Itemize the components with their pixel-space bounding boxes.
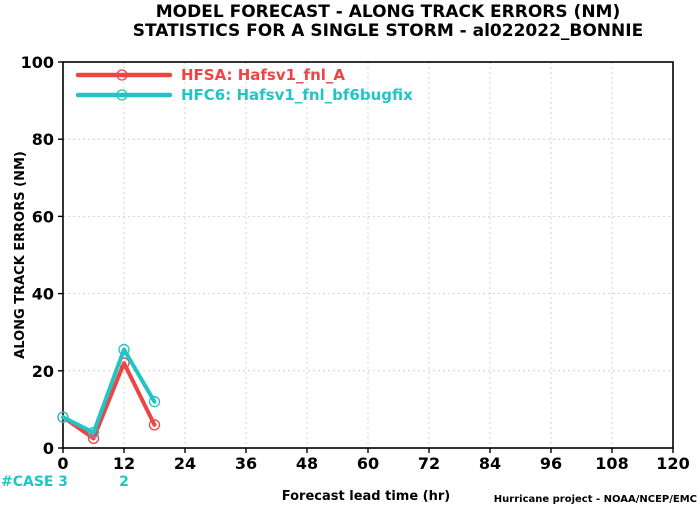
x-tick-label: 96: [540, 454, 562, 473]
x-tick-label: 12: [113, 454, 135, 473]
x-tick-label: 108: [595, 454, 628, 473]
legend: HFSA: Hafsv1_fnl_A HFC6: Hafsv1_fnl_bf6bu…: [75, 66, 413, 104]
case-count: 3: [58, 474, 68, 490]
y-tick-label: 40: [32, 285, 54, 304]
x-tick-label: 36: [235, 454, 257, 473]
case-label: #CASE: [1, 474, 54, 490]
case-count: 2: [119, 474, 129, 490]
legend-marker: [116, 69, 128, 81]
legend-label: HFSA: Hafsv1_fnl_A: [181, 66, 345, 84]
x-tick-label: 120: [656, 454, 689, 473]
x-tick-label: 72: [418, 454, 440, 473]
series-line: [61, 347, 157, 435]
chart-subtitle: STATISTICS FOR A SINGLE STORM - al022022…: [133, 21, 643, 41]
y-tick-label: 20: [32, 362, 54, 381]
series-point: [148, 396, 161, 408]
legend-label: HFC6: Hafsv1_fnl_bf6bugfix: [181, 86, 413, 104]
x-tick-label: 0: [57, 454, 68, 473]
y-tick-label: 100: [21, 53, 54, 72]
legend-marker: [116, 89, 128, 101]
series-layer: [57, 343, 161, 445]
y-tick-label: 80: [32, 130, 54, 149]
legend-entry-2: HFC6: Hafsv1_fnl_bf6bugfix: [75, 86, 413, 104]
series-point: [148, 419, 161, 431]
footer-credit: Hurricane project - NOAA/NCEP/EMC: [494, 494, 697, 505]
x-tick-label: 48: [296, 454, 318, 473]
axes: 0 12 24 36 48 60 72 84 96 108 120 0 20 40 60 80 100: [21, 53, 690, 473]
x-tick-label: 84: [479, 454, 501, 473]
y-tick-label: 60: [32, 207, 54, 226]
legend-entry-1: HFSA: Hafsv1_fnl_A: [75, 66, 345, 84]
x-tick-label: 60: [357, 454, 379, 473]
y-tick-label: 0: [43, 439, 54, 458]
grid: [63, 62, 673, 448]
series-point: [87, 426, 100, 439]
y-axis-title: ALONG TRACK ERRORS (NM): [13, 151, 28, 359]
x-tick-label: 24: [174, 454, 196, 473]
case-counts: #CASE 3 2: [1, 474, 129, 490]
series-point: [118, 343, 130, 356]
series-point: [57, 411, 69, 423]
chart-title: MODEL FORECAST - ALONG TRACK ERRORS (NM): [156, 2, 621, 22]
series-2: [57, 343, 161, 439]
plot-frame: [62, 61, 674, 449]
x-axis-title: Forecast lead time (hr): [282, 489, 450, 504]
series-line: [61, 361, 157, 441]
